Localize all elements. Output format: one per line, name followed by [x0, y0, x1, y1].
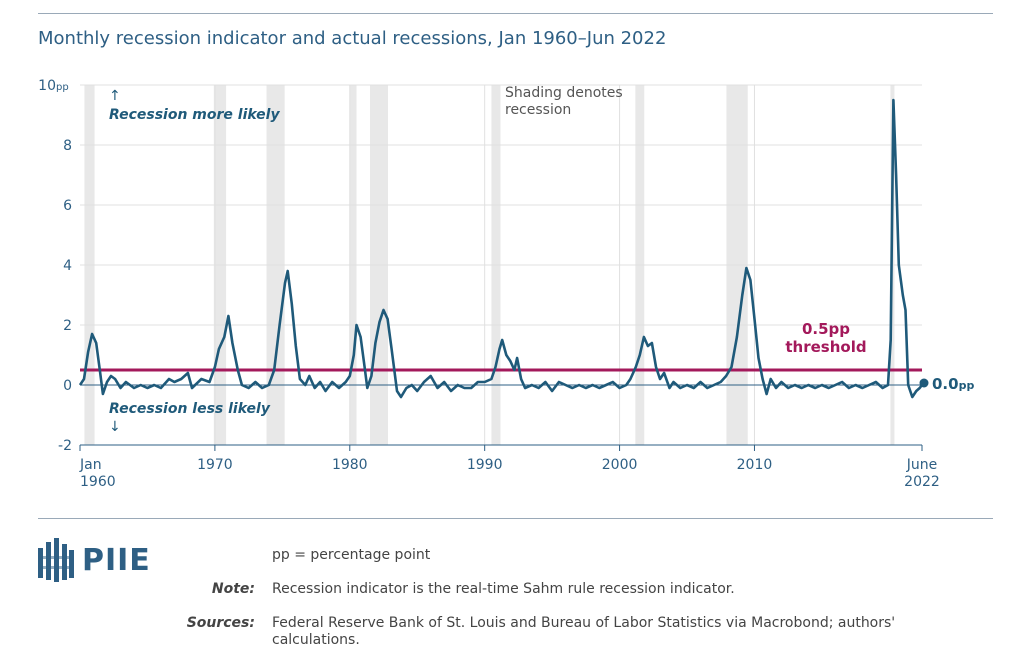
- chart-title: Monthly recession indicator and actual r…: [38, 28, 667, 49]
- x-tick-label: 2000: [602, 457, 638, 473]
- x-tick-label: June: [906, 457, 938, 473]
- y-tick-label: 10: [38, 78, 56, 94]
- annotation-shading-note: Shading denotes: [505, 85, 623, 101]
- y-tick-label: 4: [63, 258, 72, 274]
- down-arrow-icon: ↓: [109, 419, 121, 435]
- note-text: Recession indicator is the real-time Sah…: [272, 581, 735, 597]
- y-unit-label: pp: [56, 82, 69, 93]
- footer: PIIE pp = percentage point Note: Recessi…: [0, 530, 1024, 660]
- logo-text: PIIE: [82, 543, 151, 578]
- sources-text: Federal Reserve Bank of St. Louis and Bu…: [272, 615, 896, 648]
- x-tick-label: 1990: [467, 457, 503, 473]
- annotation-shading-note-line2: recession: [505, 102, 571, 118]
- threshold-label-line2: threshold: [785, 338, 866, 356]
- y-tick-label: 8: [63, 138, 72, 154]
- x-tick-label-line2: 1960: [80, 474, 116, 490]
- annotation-recession-more-likely: Recession more likely: [109, 107, 280, 123]
- x-tick-label: 1980: [332, 457, 368, 473]
- x-tick-label: 1970: [197, 457, 233, 473]
- y-tick-label: 6: [63, 198, 72, 214]
- y-tick-label: 0: [63, 378, 72, 394]
- end-value-label: 0.0pp: [932, 375, 974, 393]
- threshold-label: 0.5pp: [802, 320, 850, 338]
- sources-label: Sources:: [186, 615, 255, 631]
- y-tick-label: -2: [58, 438, 72, 454]
- up-arrow-icon: ↑: [109, 88, 121, 104]
- note-label: Note:: [211, 581, 255, 597]
- x-tick-label: 2010: [737, 457, 773, 473]
- series-end-marker: [919, 378, 929, 388]
- top-rule: [38, 13, 993, 14]
- series-line-sahm-indicator: [78, 98, 924, 399]
- pp-note: pp = percentage point: [272, 547, 431, 563]
- piie-logo-icon: [38, 538, 74, 587]
- x-tick-label: Jan: [79, 457, 102, 473]
- x-tick-label-line2: 2022: [904, 474, 940, 490]
- annotation-recession-less-likely: Recession less likely: [109, 401, 271, 417]
- y-tick-label: 2: [63, 318, 72, 334]
- bottom-rule: [38, 518, 993, 519]
- gridlines: [80, 84, 922, 446]
